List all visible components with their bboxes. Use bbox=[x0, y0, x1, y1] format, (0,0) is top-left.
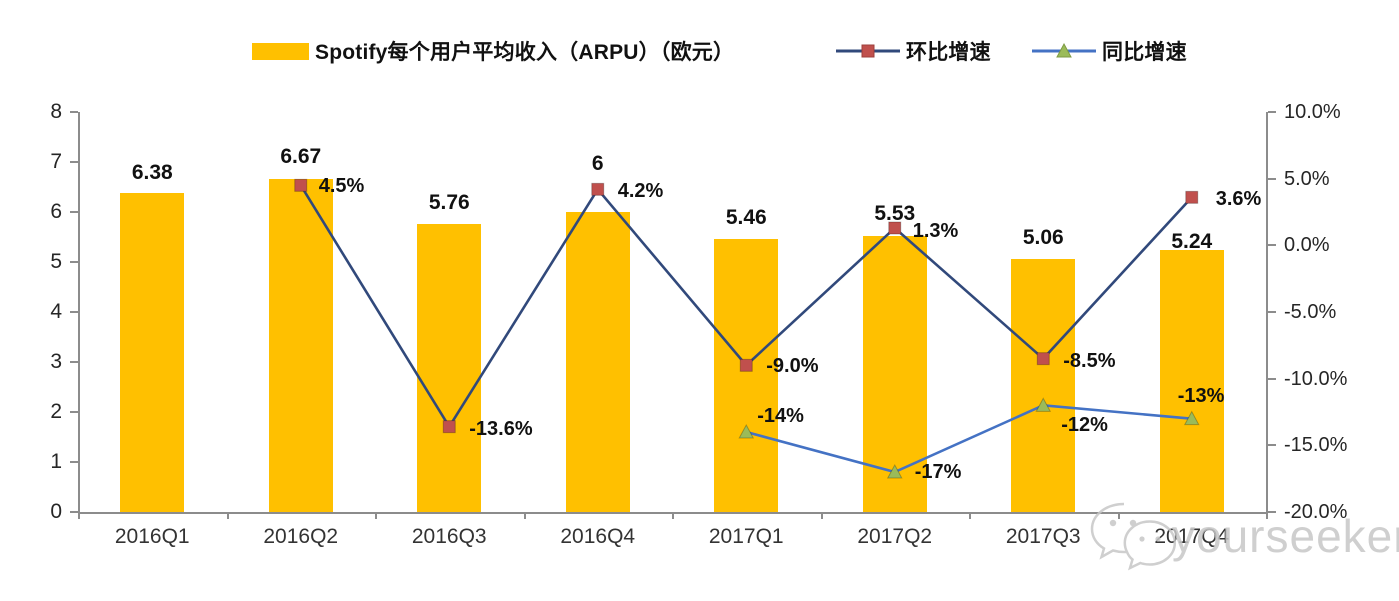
x-axis-category-label: 2017Q4 bbox=[1154, 525, 1230, 548]
right-axis-tick-label: -15.0% bbox=[1284, 434, 1348, 457]
legend-item-arpu: Spotify每个用户平均收入（ARPU）（欧元） bbox=[252, 33, 734, 69]
qoq-point-label: 1.3% bbox=[912, 220, 959, 242]
x-axis-category-label: 2016Q1 bbox=[114, 525, 190, 548]
right-axis-tick-label: -20.0% bbox=[1284, 501, 1348, 523]
legend-item-qoq: 环比增速 bbox=[836, 33, 991, 69]
arpu-bar bbox=[417, 224, 482, 512]
yoy-point-label: -17% bbox=[914, 461, 962, 483]
right-axis-tick-label: 5.0% bbox=[1284, 167, 1330, 190]
arpu-bar bbox=[1159, 250, 1224, 512]
left-axis-tick bbox=[70, 261, 78, 263]
qoq-point-label: -13.6% bbox=[469, 417, 533, 440]
x-axis-tick bbox=[820, 512, 823, 519]
arpu-bar bbox=[268, 178, 333, 512]
arpu-bar bbox=[120, 193, 185, 512]
left-axis-tick-label: 6 bbox=[50, 200, 62, 223]
left-axis-tick-label: 2 bbox=[50, 400, 62, 423]
yoy-point-label: -14% bbox=[757, 405, 804, 427]
left-axis-tick-label: 5 bbox=[50, 250, 62, 273]
x-axis-tick bbox=[375, 512, 377, 519]
left-axis-tick-label: 3 bbox=[50, 350, 62, 373]
wechat-icon bbox=[1090, 502, 1177, 571]
right-axis-tick bbox=[1268, 377, 1276, 380]
right-axis-tick bbox=[1268, 511, 1276, 513]
arpu-bar-value-label: 5.24 bbox=[1171, 230, 1213, 253]
x-axis-category-label: 2017Q1 bbox=[708, 525, 784, 548]
watermark-text: yourseeker bbox=[1172, 510, 1399, 562]
left-axis-tick bbox=[70, 361, 78, 363]
right-axis-line bbox=[1266, 112, 1268, 512]
left-axis-tick bbox=[70, 161, 78, 163]
yoy-point-label: -13% bbox=[1177, 384, 1225, 407]
qoq-line-marker-icon bbox=[836, 41, 900, 61]
arpu-bar-value-label: 5.06 bbox=[1022, 226, 1064, 249]
right-axis-tick bbox=[1268, 244, 1276, 247]
left-axis-tick bbox=[70, 111, 78, 113]
x-axis-tick bbox=[1266, 512, 1268, 519]
right-axis-tick bbox=[1268, 311, 1276, 313]
left-axis-tick bbox=[70, 311, 78, 313]
left-axis-line bbox=[78, 112, 80, 512]
chart-legend: Spotify每个用户平均收入（ARPU）（欧元） 环比增速 同比增速 bbox=[0, 33, 1399, 69]
left-axis-tick-label: 7 bbox=[50, 150, 62, 173]
x-axis-category-label: 2016Q3 bbox=[411, 525, 487, 548]
right-axis-tick-label: 10.0% bbox=[1284, 101, 1341, 123]
x-axis-tick bbox=[78, 512, 80, 519]
x-axis-category-label: 2017Q3 bbox=[1005, 525, 1081, 548]
arpu-bar bbox=[1011, 259, 1076, 512]
legend-label-arpu: Spotify每个用户平均收入（ARPU）（欧元） bbox=[315, 41, 735, 64]
qoq-square-marker bbox=[591, 182, 605, 196]
x-axis-category-label: 2016Q2 bbox=[263, 525, 339, 548]
x-axis-tick bbox=[969, 512, 971, 519]
arpu-bar-value-label: 5.76 bbox=[428, 191, 470, 214]
left-axis-tick-label: 1 bbox=[50, 450, 62, 473]
right-axis-tick bbox=[1268, 111, 1276, 113]
right-axis-tick bbox=[1268, 177, 1276, 180]
left-axis-tick bbox=[70, 411, 78, 413]
arpu-bar-value-label: 6 bbox=[591, 152, 604, 175]
x-axis-category-label: 2016Q4 bbox=[560, 525, 636, 548]
yoy-line bbox=[745, 404, 1192, 474]
qoq-point-label: 4.2% bbox=[617, 180, 664, 203]
left-axis-tick bbox=[70, 461, 78, 463]
arpu-bar-value-label: 5.46 bbox=[725, 206, 767, 229]
arpu-bar-value-label: 6.67 bbox=[280, 144, 322, 168]
x-axis-tick bbox=[672, 512, 674, 519]
arpu-bar-value-label: 6.38 bbox=[131, 161, 173, 184]
x-axis-category-label: 2017Q2 bbox=[857, 525, 933, 548]
right-axis-tick-label: -10.0% bbox=[1284, 367, 1348, 390]
left-axis-tick bbox=[70, 211, 78, 213]
qoq-point-label: 4.5% bbox=[318, 175, 365, 198]
arpu-bar bbox=[565, 212, 630, 512]
arpu-bar-swatch-icon bbox=[252, 42, 309, 60]
legend-label-yoy: 同比增速 bbox=[1102, 41, 1187, 64]
yoy-point-label: -12% bbox=[1061, 414, 1108, 437]
qoq-point-label: 3.6% bbox=[1215, 188, 1262, 211]
right-axis-tick-label: -5.0% bbox=[1284, 301, 1337, 323]
right-axis-tick-label: 0.0% bbox=[1284, 234, 1330, 257]
legend-label-qoq: 环比增速 bbox=[906, 41, 991, 64]
qoq-point-label: -9.0% bbox=[766, 355, 819, 378]
left-axis-tick bbox=[70, 511, 78, 513]
yoy-line-marker-icon bbox=[1032, 41, 1096, 61]
right-axis-tick bbox=[1268, 444, 1276, 447]
x-axis-tick bbox=[1117, 512, 1120, 519]
left-axis-tick-label: 8 bbox=[50, 100, 62, 123]
watermark: yourseeker bbox=[1086, 498, 1399, 574]
qoq-point-label: -8.5% bbox=[1063, 349, 1116, 372]
x-axis-tick bbox=[523, 512, 526, 519]
left-axis-tick-label: 4 bbox=[50, 300, 62, 323]
left-axis-tick-label: 0 bbox=[50, 500, 62, 523]
legend-item-yoy: 同比增速 bbox=[1032, 33, 1187, 69]
x-axis-tick bbox=[226, 512, 229, 519]
arpu-bar-value-label: 5.53 bbox=[874, 201, 916, 225]
qoq-square-marker bbox=[1185, 190, 1199, 204]
